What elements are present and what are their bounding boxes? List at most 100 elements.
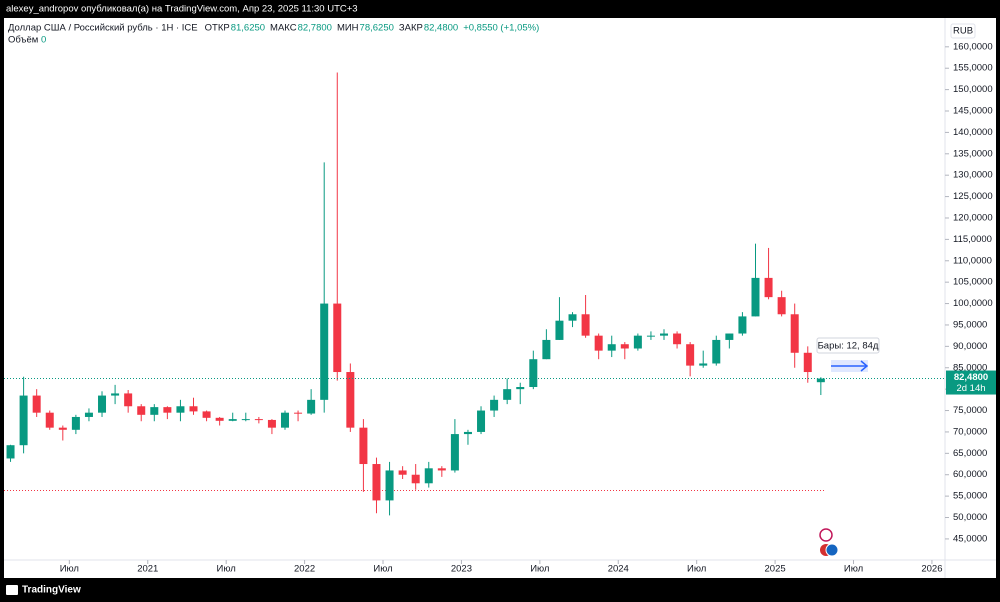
candle-body: [189, 406, 198, 412]
candle-body: [633, 335, 642, 349]
candle-body: [359, 427, 368, 465]
last-price-label: 82,4800: [954, 372, 988, 383]
candle-body: [686, 344, 695, 366]
candle-body: [58, 427, 67, 430]
candle-body: [333, 303, 342, 373]
chart-area: [4, 18, 996, 578]
ohlc-value: 82,4800: [424, 23, 458, 34]
ohlc-value: 78,6250: [360, 23, 394, 34]
change: +0,8550 (+1,05%): [463, 23, 539, 34]
candle-body: [163, 407, 172, 413]
brand: TradingView: [22, 585, 81, 596]
candle-body: [477, 410, 486, 432]
ohlc-label: ОТКР: [205, 23, 230, 34]
y-tick-label: 70,0000: [953, 426, 987, 437]
candle-body: [307, 399, 316, 414]
candle-body: [620, 344, 629, 349]
currency-box: [950, 23, 976, 39]
candle-body: [228, 419, 237, 421]
candle-body: [398, 470, 407, 475]
candle-body: [712, 339, 721, 364]
ohlc-value: 81,6250: [231, 23, 265, 34]
y-tick-label: 75,0000: [953, 405, 987, 416]
candle-body: [790, 314, 799, 353]
y-tick-label: 125,0000: [953, 191, 993, 202]
candle-body: [725, 333, 734, 340]
candle-body: [581, 314, 590, 336]
measure-box: [816, 337, 880, 354]
candle-body: [320, 303, 329, 400]
candle-body: [346, 372, 355, 428]
x-tick-label: 2023: [451, 564, 472, 575]
candle-body: [816, 378, 825, 383]
y-tick-label: 105,0000: [953, 277, 993, 288]
candle-body: [542, 339, 551, 360]
candle-body: [372, 464, 381, 501]
y-tick-label: 85,0000: [953, 362, 987, 373]
y-tick-label: 140,0000: [953, 127, 993, 138]
candle-body: [738, 316, 747, 334]
currency: RUB: [953, 26, 973, 37]
candle-body: [267, 419, 276, 428]
event-icon[interactable]: [819, 528, 833, 542]
candle-body: [424, 468, 433, 484]
candle-body: [137, 406, 146, 415]
y-tick-label: 95,0000: [953, 319, 987, 330]
candle-body: [202, 411, 211, 418]
publisher: alexey_andropov опубликовал(а) на Tradin…: [6, 4, 358, 15]
ohlc-label: МАКС: [270, 23, 297, 34]
x-tick-label: 2025: [765, 564, 786, 575]
candle-body: [646, 335, 655, 337]
candle-body: [176, 406, 185, 413]
x-tick-label: Июл: [373, 564, 392, 575]
candle-body: [254, 419, 263, 421]
volume-label: Объём: [8, 35, 38, 46]
candle-body: [6, 445, 15, 459]
candle-body: [71, 416, 80, 430]
y-tick-label: 155,0000: [953, 63, 993, 74]
candle-body: [450, 434, 459, 471]
candle-body: [280, 412, 289, 428]
last-price-box: [946, 370, 996, 395]
candle-body: [111, 393, 120, 396]
x-tick-label: Июл: [844, 564, 863, 575]
measure-arrowhead: [860, 360, 869, 372]
candle-body: [490, 399, 499, 411]
legend: Доллар США / Российский рубль · 1Н · ICE…: [8, 23, 539, 46]
x-tick-label: 2024: [608, 564, 629, 575]
x-tick-label: 2022: [294, 564, 315, 575]
countdown: 2d 14h: [956, 383, 985, 394]
candle-body: [241, 419, 250, 421]
candle-body: [150, 407, 159, 415]
candle-body: [98, 395, 107, 413]
x-tick-label: 2026: [921, 564, 942, 575]
candle-body: [124, 393, 133, 407]
ohlc-label: ЗАКР: [399, 23, 423, 34]
y-tick-label: 110,0000: [953, 255, 992, 266]
y-tick-label: 160,0000: [953, 41, 993, 52]
candle-body: [529, 359, 538, 388]
y-tick-label: 120,0000: [953, 212, 993, 223]
candle-body: [764, 277, 773, 298]
event-icon[interactable]: [825, 543, 839, 557]
ohlc-value: 82,7800: [298, 23, 332, 34]
y-tick-label: 150,0000: [953, 84, 993, 95]
volume-value: 0: [41, 35, 46, 46]
y-tick-label: 45,0000: [953, 533, 987, 544]
candle-body: [607, 344, 616, 351]
candle-body: [385, 470, 394, 501]
y-tick-label: 55,0000: [953, 491, 987, 502]
candle-body: [673, 333, 682, 345]
candle-body: [660, 333, 669, 336]
ohlc-label: МИН: [337, 23, 359, 34]
candle-body: [751, 277, 760, 317]
y-tick-label: 65,0000: [953, 448, 987, 459]
candle-body: [437, 468, 446, 471]
candle-body: [294, 412, 303, 414]
candle-body: [594, 335, 603, 351]
candle-body: [568, 314, 577, 321]
measure-label: Бары: 12, 84д: [818, 341, 879, 352]
candle-body: [463, 431, 472, 435]
